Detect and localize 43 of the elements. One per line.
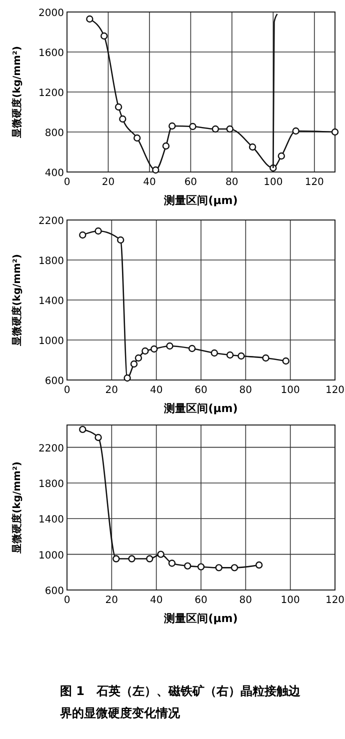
y-axis-title: 显微硬度(kg/mm²) (11, 254, 23, 347)
x-tick-label: 20 (102, 177, 115, 188)
x-tick-label: 80 (226, 177, 238, 188)
y-tick-label: 1000 (38, 550, 64, 562)
x-tick-label: 0 (64, 385, 70, 396)
x-tick-label: 100 (280, 385, 300, 396)
x-tick-label: 100 (264, 177, 283, 188)
x-tick-label: 100 (280, 595, 300, 606)
y-tick-label: 1800 (38, 256, 64, 267)
caption: 图 1 石英（左）、磁铁矿（右）晶粒接触边界的显微硬度变化情况 (60, 683, 302, 722)
y-tick-label: 1400 (38, 296, 64, 307)
x-tick-label: 80 (239, 595, 252, 606)
y-tick-label: 1200 (38, 88, 64, 99)
x-tick-label: 20 (105, 385, 118, 396)
x-axis-title: 测量区间(μm) (163, 612, 238, 625)
x-tick-label: 40 (143, 177, 156, 188)
x-tick-label: 0 (64, 595, 70, 606)
x-tick-label: 60 (194, 595, 208, 606)
y-tick-label: 2200 (38, 443, 64, 454)
y-tick-label: 2000 (38, 8, 64, 19)
y-tick-label: 400 (44, 168, 64, 179)
y-tick-label: 1800 (38, 478, 64, 490)
x-tick-label: 120 (304, 177, 324, 188)
x-tick-label: 60 (194, 385, 208, 396)
x-tick-label: 40 (150, 595, 163, 606)
y-tick-label: 600 (44, 376, 64, 387)
x-tick-label: 80 (239, 385, 252, 396)
x-tick-label: 120 (325, 385, 345, 396)
y-tick-label: 1000 (38, 336, 64, 347)
y-axis-title: 显微硬度(kg/mm²) (11, 462, 23, 554)
y-tick-label: 800 (44, 128, 64, 139)
x-tick-label: 0 (64, 177, 70, 188)
x-tick-label: 60 (184, 177, 198, 188)
x-tick-label: 40 (150, 385, 163, 396)
y-tick-label: 2200 (38, 216, 64, 227)
y-tick-label: 1600 (38, 48, 64, 59)
x-tick-label: 20 (105, 595, 118, 606)
y-tick-label: 600 (44, 586, 64, 597)
y-tick-label: 1400 (38, 514, 64, 526)
x-axis-title: 测量区间(μm) (163, 402, 238, 415)
x-axis-title: 测量区间(μm) (163, 194, 238, 207)
x-tick-label: 120 (325, 595, 345, 606)
y-axis-title: 显微硬度(kg/mm²) (11, 46, 23, 139)
